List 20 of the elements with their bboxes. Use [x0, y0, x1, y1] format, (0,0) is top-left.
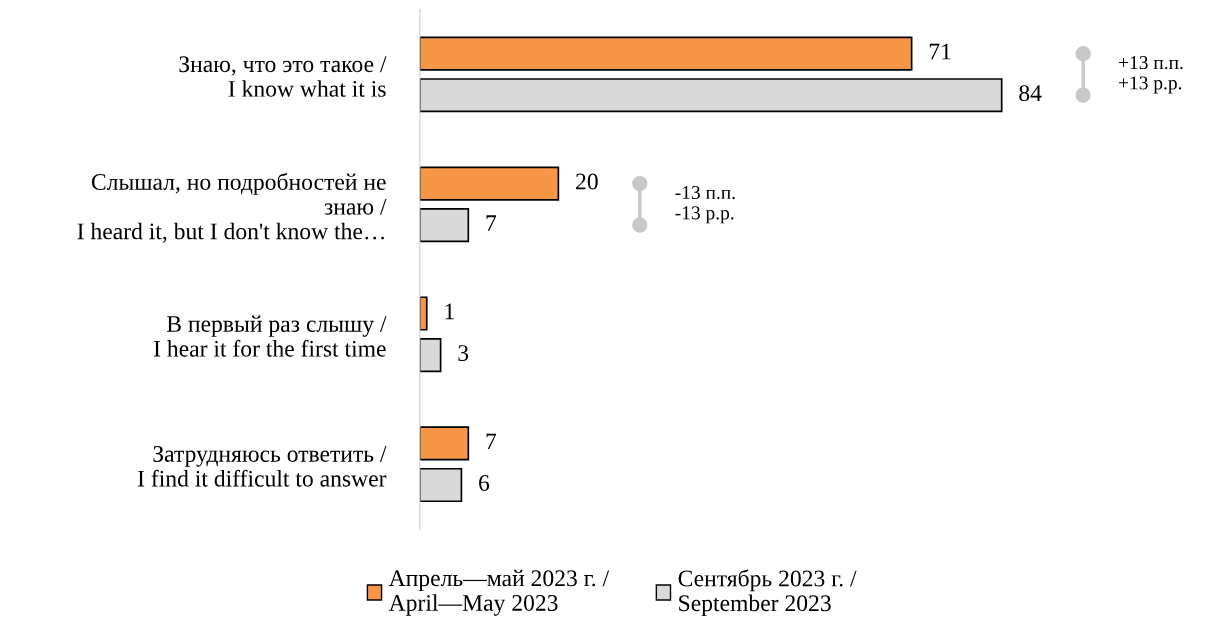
data-label: 6 [479, 475, 490, 491]
y-tick-label: Затрудняюсь ответить / I find it difficult to answer [137, 446, 387, 487]
data-label: 7 [486, 433, 497, 450]
legend-label: Апрель—май 2023 г. / April—May 2023 [388, 569, 610, 616]
bar [419, 36, 913, 71]
text: +13 п.п. +13 p.p. [1119, 56, 1183, 94]
bar [419, 296, 428, 331]
data-label: 84 [1019, 85, 1042, 102]
data-label: 1 [445, 303, 454, 320]
data-label: 3 [458, 345, 469, 361]
y-tick-label: Знаю, что это такое / I know what it is [179, 56, 387, 97]
y-tick-label: В первый раз слышу / I hear it for the first time [153, 315, 387, 357]
data-label: 20 [576, 173, 598, 190]
bar [419, 426, 470, 461]
bar [419, 166, 560, 201]
legend-label: Сентябрь 2023 г. / September 2023 [678, 569, 857, 616]
annotation: -13 п.п. -13 p.p. [675, 185, 735, 224]
y-tick-label: Слышал, но подробностей не знаю / I heard it, but I don't know the… [77, 172, 387, 243]
data-label: 7 [486, 215, 497, 231]
data-label: 71 [929, 43, 951, 60]
